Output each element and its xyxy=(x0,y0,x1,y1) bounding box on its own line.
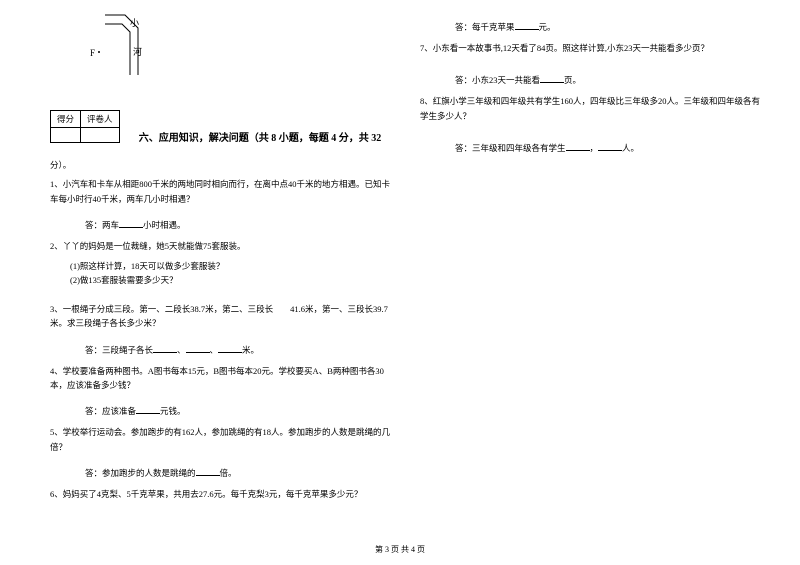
a6-pre: 答：每千克苹果 xyxy=(455,22,515,32)
diagram-label-1: 小 xyxy=(130,18,139,28)
a7-post: 页。 xyxy=(564,75,581,85)
question-3: 3、一根绳子分成三段。第一、二段长38.7米，第二、三段长 41.6米，第一、三… xyxy=(50,302,390,331)
diagram-point-f: F xyxy=(90,48,95,58)
a8-post: 人。 xyxy=(622,143,639,153)
a3-blank2 xyxy=(186,343,210,353)
a7-blank xyxy=(540,73,564,83)
question-1: 1、小汽车和卡车从相距800千米的两地同时相向而行，在离中点40千米的地方相遇。… xyxy=(50,177,390,206)
right-column: 答：每千克苹果 元。 7、小东看一本故事书,12天看了84页。照这样计算,小东23… xyxy=(420,10,760,507)
left-column: 小 河 F 得分 评卷人 六、应用知识，解决问题（共 8 小题，每题 4 xyxy=(50,10,390,507)
a5-pre: 答：参加跑步的人数是跳绳的 xyxy=(85,468,196,478)
question-2-sub1: (1)照这样计算，18天可以做多少套服装？ xyxy=(70,259,390,273)
a8-mid: ， xyxy=(590,143,599,153)
question-5: 5、学校举行运动会。参加跑步的有162人，参加跳绳的有18人。参加跑步的人数是跳… xyxy=(50,425,390,454)
a1-post: 小时相遇。 xyxy=(143,220,186,230)
a7-pre: 答：小东23天一共能看 xyxy=(455,75,540,85)
a6-blank xyxy=(515,20,539,30)
question-6: 6、妈妈买了4克梨、5千克苹果，共用去27.6元。每千克梨3元，每千克苹果多少元… xyxy=(50,487,390,501)
a1-pre: 答：两车 xyxy=(85,220,119,230)
question-8: 8、红旗小学三年级和四年级共有学生160人，四年级比三年级多20人。三年级和四年… xyxy=(420,94,760,123)
a5-blank xyxy=(196,466,220,476)
a1-blank xyxy=(119,218,143,228)
a3-pre: 答：三段绳子各长 xyxy=(85,345,153,355)
a8-blank1 xyxy=(566,141,590,151)
answer-4: 答：应该准备 元钱。 xyxy=(85,404,390,417)
a4-post: 元钱。 xyxy=(160,406,186,416)
score-blank-1 xyxy=(51,128,81,143)
page-footer: 第 3 页 共 4 页 xyxy=(0,544,800,555)
answer-1: 答：两车 小时相遇。 xyxy=(85,218,390,231)
river-diagram: 小 河 F xyxy=(90,10,390,87)
score-table: 得分 评卷人 xyxy=(50,110,120,143)
answer-5: 答：参加跑步的人数是跳绳的 倍。 xyxy=(85,466,390,479)
answer-6: 答：每千克苹果 元。 xyxy=(455,20,760,33)
diagram-svg: 小 河 F xyxy=(90,10,170,85)
a3-mid: 、 xyxy=(177,345,186,355)
answer-7: 答：小东23天一共能看 页。 xyxy=(455,73,760,86)
a3-blank1 xyxy=(153,343,177,353)
score-blank-2 xyxy=(81,128,120,143)
a8-blank2 xyxy=(598,141,622,151)
section-title-tail: 分）。 xyxy=(50,158,390,172)
a6-post: 元。 xyxy=(539,22,556,32)
diagram-label-2: 河 xyxy=(133,46,142,57)
answer-3: 答：三段绳子各长 、 、 米。 xyxy=(85,343,390,356)
a3-blank3 xyxy=(218,343,242,353)
section-title: 六、应用知识，解决问题（共 8 小题，每题 4 分，共 32 xyxy=(139,133,382,144)
a5-post: 倍。 xyxy=(220,468,237,478)
score-cell-score: 得分 xyxy=(51,111,81,128)
a4-pre: 答：应该准备 xyxy=(85,406,136,416)
score-cell-grader: 评卷人 xyxy=(81,111,120,128)
a3-mid2: 、 xyxy=(210,345,219,355)
a4-blank xyxy=(136,404,160,414)
a3-post: 米。 xyxy=(242,345,259,355)
a8-pre: 答：三年级和四年级各有学生 xyxy=(455,143,566,153)
answer-8: 答：三年级和四年级各有学生 ， 人。 xyxy=(455,141,760,154)
question-4: 4、学校要准备两种图书。A图书每本15元，B图书每本20元。学校要买A、B两种图… xyxy=(50,364,390,393)
question-7: 7、小东看一本故事书,12天看了84页。照这样计算,小东23天一共能看多少页？ xyxy=(420,41,760,55)
question-2: 2、丫丫的妈妈是一位裁缝，她5天就能做75套服装。 xyxy=(50,239,390,253)
question-2-sub2: (2)做135套服装需要多少天？ xyxy=(70,273,390,287)
